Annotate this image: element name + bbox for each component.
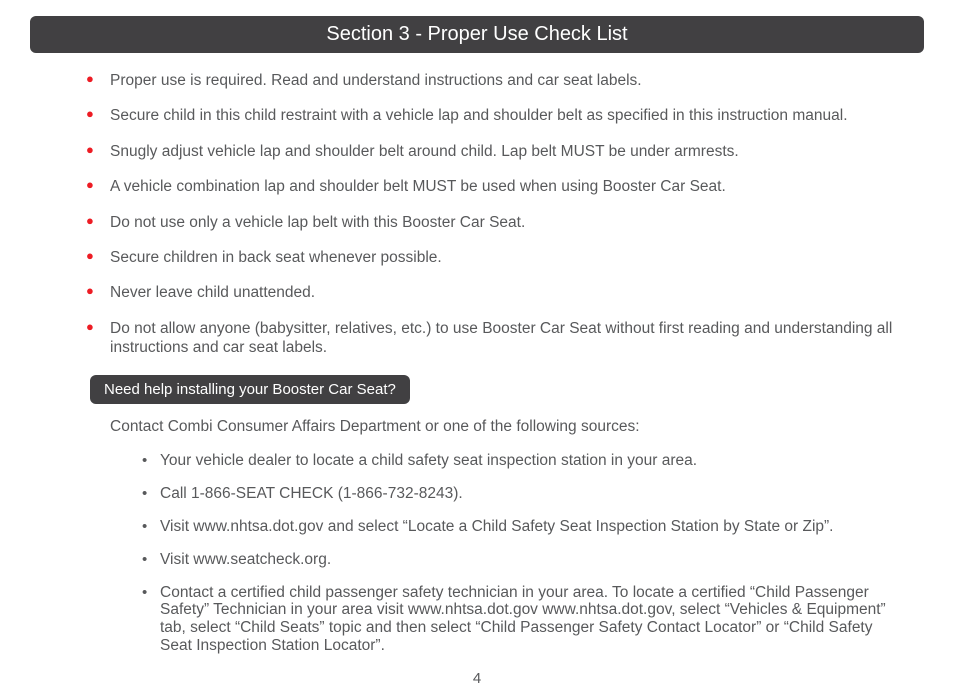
list-item: Do not use only a vehicle lap belt with …	[90, 213, 894, 232]
list-item: Visit www.seatcheck.org.	[142, 551, 904, 569]
page-number: 4	[30, 670, 924, 687]
list-item: Proper use is required. Read and underst…	[90, 71, 894, 90]
list-item: Visit www.nhtsa.dot.gov and select “Loca…	[142, 518, 904, 536]
list-item: A vehicle combination lap and shoulder b…	[90, 177, 894, 196]
help-intro: Contact Combi Consumer Affairs Departmen…	[110, 418, 924, 436]
section-header: Section 3 - Proper Use Check List	[30, 16, 924, 53]
checklist: Proper use is required. Read and underst…	[30, 71, 924, 357]
list-item: Your vehicle dealer to locate a child sa…	[142, 452, 904, 470]
list-item: Secure children in back seat whenever po…	[90, 248, 894, 267]
list-item: Do not allow anyone (babysitter, relativ…	[90, 319, 894, 358]
list-item: Snugly adjust vehicle lap and shoulder b…	[90, 142, 894, 161]
list-item: Secure child in this child restraint wit…	[90, 106, 894, 125]
help-sources: Your vehicle dealer to locate a child sa…	[30, 452, 924, 655]
list-item: Contact a certified child passenger safe…	[142, 584, 904, 655]
list-item: Never leave child unattended.	[90, 283, 894, 302]
help-box-label: Need help installing your Booster Car Se…	[90, 375, 410, 404]
list-item: Call 1-866-SEAT CHECK (1-866-732-8243).	[142, 485, 904, 503]
